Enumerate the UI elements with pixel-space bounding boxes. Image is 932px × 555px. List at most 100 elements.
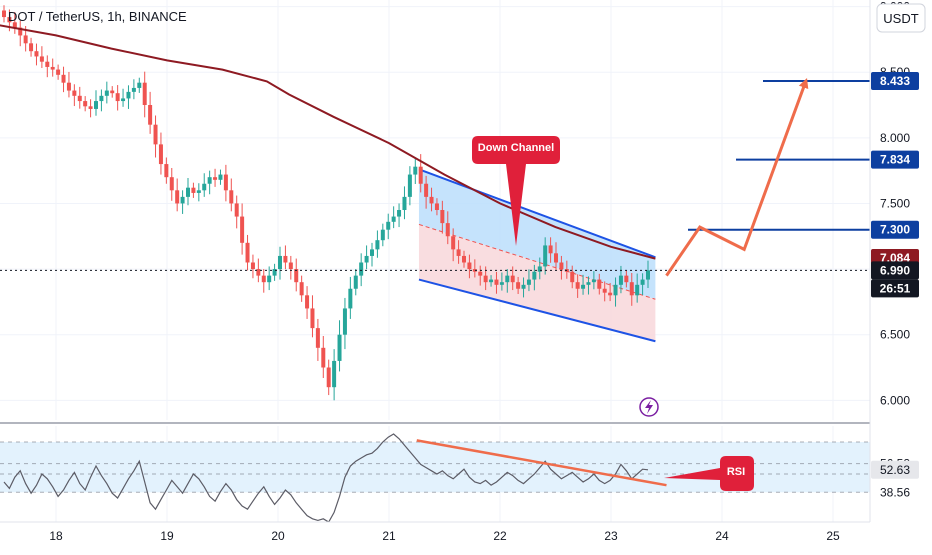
- candle-body: [7, 17, 12, 23]
- down-channel-callout: Down Channel: [472, 136, 560, 246]
- candle-body: [570, 271, 575, 283]
- candle-body: [283, 255, 288, 263]
- candle-body: [175, 190, 180, 204]
- candle-body: [386, 221, 391, 230]
- price-tick-label: 7.500: [880, 196, 910, 210]
- candle-body: [56, 69, 61, 75]
- time-tick-label: 22: [493, 529, 507, 543]
- candle-body: [315, 328, 320, 348]
- candle-body: [2, 10, 6, 18]
- candle-body: [326, 367, 331, 388]
- price-tag-bg: [871, 279, 919, 298]
- candle-body: [202, 183, 207, 191]
- candle-body: [646, 270, 650, 280]
- candle-body: [635, 284, 640, 296]
- candle-body: [223, 174, 228, 191]
- time-tick-label: 19: [160, 529, 174, 543]
- projection-arrow: [665, 78, 809, 277]
- currency-button[interactable]: USDT: [876, 3, 926, 33]
- chart-title: DOT / TetherUS, 1h, BINANCE: [8, 9, 187, 24]
- price-tag-label: 26:51: [880, 281, 911, 295]
- candle-body: [429, 196, 434, 204]
- time-tick-label: 23: [604, 529, 618, 543]
- candle-body: [337, 334, 342, 361]
- rsi-tag-label: 52.63: [880, 463, 910, 477]
- candle-body: [169, 177, 174, 191]
- candle-body: [234, 203, 239, 217]
- candle-body: [229, 190, 234, 204]
- candle-body: [77, 95, 82, 102]
- candle-body: [121, 98, 126, 102]
- candle-body: [29, 43, 34, 52]
- time-axis-ticks: 18 19 20 21 22 23 24 25: [49, 529, 840, 543]
- time-tick-label: 20: [271, 529, 285, 543]
- candle-body: [45, 61, 50, 67]
- candle-body: [332, 360, 337, 388]
- candle-body: [99, 95, 104, 102]
- candle-body: [418, 166, 423, 184]
- time-tick-label: 24: [715, 529, 729, 543]
- candle-body: [472, 269, 477, 272]
- candle-body: [83, 101, 88, 107]
- candle-body: [180, 196, 185, 204]
- price-tag-label: 8.433: [880, 74, 910, 88]
- rsi-callout: RSI: [664, 456, 754, 491]
- price-levels: [688, 79, 870, 231]
- candle-body: [559, 262, 564, 270]
- candle-body: [278, 255, 282, 270]
- candle-body: [110, 90, 115, 94]
- candle-body: [267, 275, 272, 283]
- candle-body: [240, 216, 245, 243]
- candle-body: [543, 245, 548, 267]
- candle-body: [186, 187, 190, 197]
- candle-body: [348, 288, 353, 309]
- candle-body: [272, 269, 277, 276]
- candle-body: [299, 282, 304, 296]
- candle-body: [39, 56, 44, 62]
- candle-body: [137, 82, 142, 88]
- time-tick-label: 21: [382, 529, 396, 543]
- candle-body: [245, 242, 250, 263]
- candle-body: [586, 282, 591, 285]
- candle-body: [218, 174, 223, 180]
- candle-body: [440, 210, 445, 224]
- candle-body: [61, 74, 66, 83]
- candle-body: [629, 282, 634, 296]
- candle-body: [456, 249, 461, 256]
- candle-body: [505, 275, 510, 283]
- candle-body: [407, 174, 412, 197]
- time-axis[interactable]: [0, 522, 932, 550]
- rsi-trendline: [416, 439, 667, 487]
- candle-body: [445, 223, 450, 237]
- candle-body: [148, 105, 153, 125]
- rsi-tag-bg: [871, 460, 919, 479]
- candle-body: [94, 101, 98, 109]
- price-tag-label: 7.834: [880, 153, 910, 167]
- candle-body: [424, 183, 429, 197]
- candle-body: [467, 262, 472, 270]
- candle-body: [618, 275, 623, 285]
- candle-body: [608, 292, 613, 296]
- price-tag-label: 6.990: [880, 263, 910, 277]
- candle-body: [554, 253, 558, 263]
- candle-body: [207, 177, 212, 184]
- candle-body: [397, 210, 402, 217]
- candle-body: [489, 279, 494, 283]
- price-tag-bg: [871, 150, 919, 169]
- price-tag-bg: [871, 71, 919, 90]
- price-tick-label: 6.000: [880, 393, 910, 407]
- down-channel-callout-shape: [472, 136, 560, 246]
- candle-body: [23, 35, 28, 44]
- candle-body: [462, 255, 466, 263]
- candle-body: [613, 284, 618, 296]
- main-grid: [0, 0, 870, 522]
- rsi-label: RSI: [727, 466, 745, 478]
- candle-body: [359, 262, 364, 276]
- lightning-icon[interactable]: [639, 397, 659, 417]
- candle-body: [548, 245, 553, 254]
- candle-body: [261, 275, 266, 283]
- candle-body: [402, 196, 407, 210]
